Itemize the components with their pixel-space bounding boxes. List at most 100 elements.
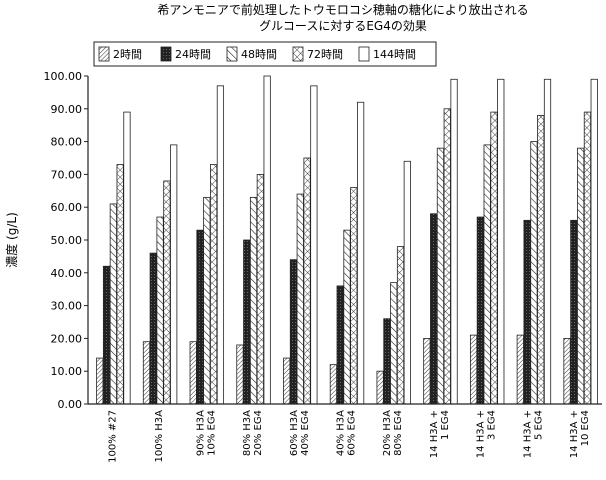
bar-group xyxy=(237,76,271,404)
x-tick-label: 14 H3A + xyxy=(476,410,487,458)
bar-3 xyxy=(157,217,163,404)
legend-label: 72時間 xyxy=(307,48,343,61)
x-tick-label: 80% H3A xyxy=(242,410,253,456)
bar-4 xyxy=(210,165,216,404)
bar-5 xyxy=(591,79,597,404)
bar-2 xyxy=(197,230,203,404)
x-axis: 100% #27 100% H3A 90% H3A10% EG4 80% H3A 20%… xyxy=(88,404,602,463)
x-tick-label: 14 H3A + xyxy=(522,410,533,458)
y-tick-label: 40.00 xyxy=(51,267,83,280)
bar-3 xyxy=(344,230,350,404)
bar-1 xyxy=(190,342,196,404)
y-tick-label: 10.00 xyxy=(51,365,83,378)
legend-label: 144時間 xyxy=(373,48,416,61)
legend-swatch xyxy=(161,47,171,61)
bar-5 xyxy=(124,112,130,404)
bar-4 xyxy=(397,247,403,404)
x-tick-label: 80% EG4 xyxy=(393,410,404,456)
bar-4 xyxy=(164,181,170,404)
bar-1 xyxy=(377,371,383,404)
bar-group xyxy=(190,86,224,404)
x-tick-label: 5 EG4 xyxy=(533,410,544,440)
legend-label: 48時間 xyxy=(241,48,277,61)
bar-2 xyxy=(103,266,109,404)
bar-3 xyxy=(110,204,116,404)
bar-4 xyxy=(584,112,590,404)
x-tick-label: 20% H3A xyxy=(382,410,393,456)
y-tick-label: 70.00 xyxy=(51,168,83,181)
y-tick-label: 20.00 xyxy=(51,332,83,345)
x-tick-label: 1 EG4 xyxy=(440,410,451,440)
x-tick-label: 100% #27 xyxy=(107,410,118,463)
bar-2 xyxy=(430,214,436,404)
bar-group xyxy=(470,79,504,404)
bar-5 xyxy=(451,79,457,404)
bar-group xyxy=(564,79,598,404)
bar-3 xyxy=(484,145,490,404)
bar-1 xyxy=(283,358,289,404)
bar-group xyxy=(143,145,177,404)
bar-3 xyxy=(297,194,303,404)
bar-4 xyxy=(351,188,357,404)
x-tick-label: 100% H3A xyxy=(154,410,165,463)
bar-5 xyxy=(357,102,363,404)
legend-swatch xyxy=(227,47,237,61)
bar-4 xyxy=(117,165,123,404)
bar-4 xyxy=(304,158,310,404)
bar-3 xyxy=(250,197,256,404)
bar-1 xyxy=(517,335,523,404)
x-tick-label: 40% H3A xyxy=(336,410,347,456)
legend: 2時間 24時間 48時間 72時間 144時間 xyxy=(94,42,436,66)
bar-group xyxy=(424,79,458,404)
legend-swatch xyxy=(359,47,369,61)
bar-4 xyxy=(444,109,450,404)
legend-item: 2時間 xyxy=(99,47,142,61)
x-tick-label: 90% H3A xyxy=(195,410,206,456)
legend-item: 48時間 xyxy=(227,47,277,61)
bar-2 xyxy=(244,240,250,404)
chart-title-line-2: グルコースに対するEG4の効果 xyxy=(259,18,427,33)
y-axis: 0.0010.0020.0030.0040.0050.0060.0070.008… xyxy=(44,70,89,411)
bar-group xyxy=(97,112,131,404)
y-tick-label: 90.00 xyxy=(51,103,83,116)
y-tick-label: 80.00 xyxy=(51,136,83,149)
x-tick-label: 14 H3A + xyxy=(569,410,580,458)
bar-group xyxy=(517,79,551,404)
y-tick-label: 50.00 xyxy=(51,234,83,247)
legend-item: 144時間 xyxy=(359,47,416,61)
bar-2 xyxy=(290,260,296,404)
bar-1 xyxy=(143,342,149,404)
bar-4 xyxy=(257,174,263,404)
bar-2 xyxy=(571,220,577,404)
bar-2 xyxy=(477,217,483,404)
bar-3 xyxy=(577,148,583,404)
bar-4 xyxy=(491,112,497,404)
chart-title-line-1: 希アンモニアで前処理したトウモロコシ穂軸の糖化により放出される xyxy=(157,2,528,17)
legend-label: 2時間 xyxy=(113,48,142,61)
legend-label: 24時間 xyxy=(175,48,211,61)
bar-5 xyxy=(170,145,176,404)
bar-5 xyxy=(264,76,270,404)
bar-3 xyxy=(204,197,210,404)
x-tick-label: 10 EG4 xyxy=(580,410,591,446)
bar-1 xyxy=(237,345,243,404)
bar-group xyxy=(377,161,411,404)
bar-3 xyxy=(391,283,397,404)
bar-2 xyxy=(337,286,343,404)
chart-title: 希アンモニアで前処理したトウモロコシ穂軸の糖化により放出される グルコースに対す… xyxy=(157,2,528,33)
x-tick-label: 60% H3A xyxy=(289,410,300,456)
bar-1 xyxy=(564,338,570,404)
x-tick-label: 10% EG4 xyxy=(206,410,217,456)
bar-1 xyxy=(97,358,103,404)
legend-swatch xyxy=(293,47,303,61)
y-tick-label: 0.00 xyxy=(58,398,83,411)
bar-2 xyxy=(524,220,530,404)
bar-5 xyxy=(311,86,317,404)
bar-5 xyxy=(404,161,410,404)
bar-group xyxy=(330,102,364,404)
bar-5 xyxy=(217,86,223,404)
x-tick-label: 14 H3A + xyxy=(429,410,440,458)
bar-1 xyxy=(424,338,430,404)
y-tick-label: 100.00 xyxy=(44,70,83,83)
glucose-concentration-chart: 希アンモニアで前処理したトウモロコシ穂軸の糖化により放出される グルコースに対す… xyxy=(0,0,606,480)
